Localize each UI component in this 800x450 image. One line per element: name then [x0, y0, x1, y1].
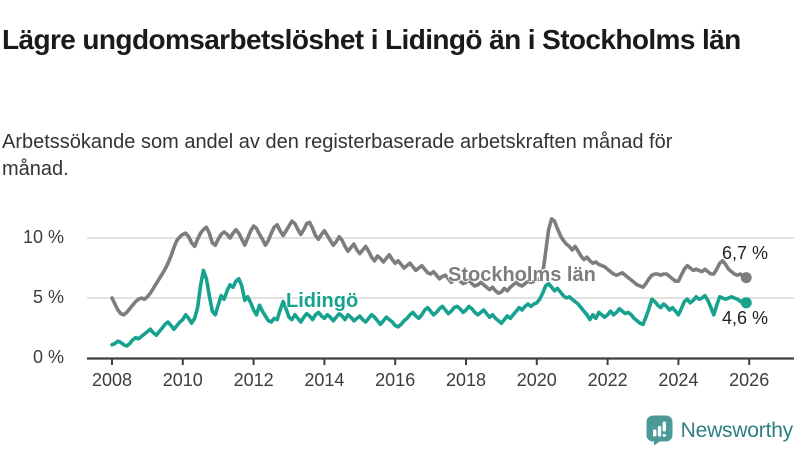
page-title: Lägre ungdomsarbetslöshet i Lidingö än i… [2, 23, 741, 55]
x-tick-label: 2008 [91, 370, 133, 390]
x-tick-label: 2022 [587, 370, 628, 390]
series-label-stockholms-lan: Stockholms län [448, 264, 596, 286]
x-tick-label: 2024 [658, 370, 699, 390]
series-line-lidingo [110, 268, 749, 348]
x-tick-label: 2018 [445, 370, 487, 390]
series-end-dot-stockholms-lan [740, 272, 752, 284]
series-line-stockholms-lan [110, 217, 749, 317]
series-end-dot-lidingo [740, 297, 752, 309]
end-value-stockholms-lan: 6,7 % [722, 243, 769, 263]
x-tick-label: 2014 [304, 370, 345, 390]
y-tick-label: 10 % [22, 227, 64, 247]
y-tick-label: 0 % [32, 347, 64, 367]
end-value-lidingo: 4,6 % [722, 308, 769, 328]
newsworthy-wordmark: Newsworthy [680, 418, 794, 442]
newsworthy-bars-icon [646, 415, 673, 446]
chart-subtitle: Arbetssökande som andel av den registerb… [2, 131, 673, 180]
x-tick-label: 2020 [516, 370, 557, 390]
x-tick-label: 2010 [162, 370, 203, 390]
newsworthy-logo: Newsworthy [646, 415, 793, 446]
series-label-lidingo: Lidingö [286, 290, 359, 312]
x-tick-label: 2012 [233, 370, 274, 390]
x-tick-label: 2016 [375, 370, 416, 390]
x-tick-label: 2026 [729, 370, 770, 390]
y-tick-label: 5 % [32, 287, 64, 307]
